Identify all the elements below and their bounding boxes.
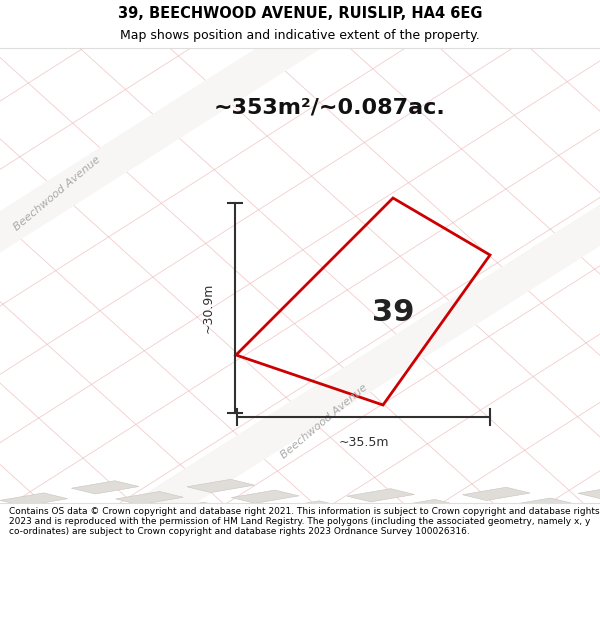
Polygon shape (559, 599, 600, 612)
Polygon shape (480, 521, 548, 534)
Polygon shape (596, 519, 600, 532)
Polygon shape (231, 490, 299, 503)
Polygon shape (497, 554, 565, 568)
Polygon shape (266, 558, 334, 571)
Polygon shape (284, 591, 351, 604)
Polygon shape (257, 614, 325, 625)
Polygon shape (320, 512, 388, 525)
Polygon shape (178, 536, 245, 549)
Text: Map shows position and indicative extent of the property.: Map shows position and indicative extent… (120, 29, 480, 42)
Polygon shape (0, 516, 41, 529)
Polygon shape (79, 571, 147, 584)
Polygon shape (391, 499, 459, 512)
Polygon shape (470, 578, 538, 591)
Text: 39, BEECHWOOD AVENUE, RUISLIP, HA4 6EG: 39, BEECHWOOD AVENUE, RUISLIP, HA4 6EG (118, 6, 482, 21)
Text: ~35.5m: ~35.5m (338, 436, 389, 449)
Polygon shape (275, 501, 343, 514)
Polygon shape (151, 559, 218, 572)
Polygon shape (409, 533, 476, 546)
Polygon shape (488, 611, 556, 624)
Polygon shape (524, 532, 592, 545)
Polygon shape (463, 488, 530, 501)
Polygon shape (328, 602, 395, 615)
Polygon shape (293, 534, 361, 548)
Polygon shape (116, 491, 183, 505)
Polygon shape (44, 504, 112, 517)
Text: 39: 39 (372, 298, 415, 327)
Polygon shape (205, 513, 272, 526)
Polygon shape (97, 604, 164, 618)
Text: Beechwood Avenue: Beechwood Avenue (279, 382, 369, 460)
Polygon shape (26, 617, 93, 625)
Polygon shape (222, 547, 289, 560)
Polygon shape (239, 580, 307, 594)
Polygon shape (443, 601, 511, 614)
Polygon shape (373, 612, 440, 625)
Polygon shape (168, 592, 236, 606)
Polygon shape (52, 594, 120, 607)
Polygon shape (364, 522, 432, 536)
Polygon shape (311, 568, 378, 581)
Text: Beechwood Avenue: Beechwood Avenue (12, 154, 102, 232)
Polygon shape (586, 576, 600, 589)
Polygon shape (426, 567, 494, 580)
Polygon shape (0, 539, 14, 552)
Polygon shape (195, 569, 263, 582)
Polygon shape (124, 582, 191, 595)
Polygon shape (542, 565, 600, 579)
Polygon shape (569, 542, 600, 556)
Polygon shape (249, 524, 316, 537)
Polygon shape (417, 623, 484, 625)
Polygon shape (141, 616, 209, 625)
Polygon shape (0, 493, 68, 506)
Polygon shape (62, 538, 130, 551)
Polygon shape (578, 486, 600, 499)
Polygon shape (355, 579, 422, 592)
Polygon shape (187, 479, 254, 492)
Polygon shape (453, 544, 521, 557)
Polygon shape (337, 545, 405, 559)
Polygon shape (89, 514, 157, 528)
Polygon shape (551, 509, 600, 522)
Polygon shape (71, 481, 139, 494)
Polygon shape (17, 526, 85, 540)
Polygon shape (515, 588, 583, 601)
Polygon shape (347, 489, 415, 502)
Polygon shape (0, 549, 58, 562)
Text: Contains OS data © Crown copyright and database right 2021. This information is : Contains OS data © Crown copyright and d… (9, 507, 599, 536)
Polygon shape (106, 548, 174, 561)
Polygon shape (133, 525, 201, 538)
Polygon shape (0, 572, 31, 586)
Polygon shape (160, 503, 227, 516)
Text: ~353m²/~0.087ac.: ~353m²/~0.087ac. (214, 97, 446, 117)
Polygon shape (8, 583, 76, 596)
Polygon shape (436, 510, 503, 523)
Polygon shape (399, 589, 467, 603)
Polygon shape (507, 498, 574, 511)
Polygon shape (35, 560, 103, 573)
Text: ~30.9m: ~30.9m (202, 282, 215, 333)
Polygon shape (212, 603, 280, 616)
Polygon shape (382, 556, 449, 569)
Polygon shape (0, 595, 4, 609)
Polygon shape (532, 622, 600, 625)
Polygon shape (0, 606, 49, 619)
